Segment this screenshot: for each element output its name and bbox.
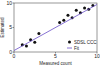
plot-frame bbox=[14, 3, 97, 52]
point bbox=[25, 45, 28, 48]
point bbox=[66, 14, 69, 17]
point bbox=[33, 41, 36, 44]
y-tick bbox=[13, 27, 15, 28]
legend-label: SDSL CCC bbox=[74, 40, 97, 45]
fit-line bbox=[14, 4, 97, 50]
x-tick-label: 5 bbox=[54, 53, 57, 59]
x-tick-label: 0 bbox=[13, 53, 16, 59]
y-tick bbox=[13, 52, 15, 53]
point bbox=[83, 6, 86, 9]
plot-marks bbox=[14, 4, 97, 51]
point bbox=[75, 9, 78, 12]
y-tick-label: 10 bbox=[6, 0, 12, 6]
legend: SDSL CCCFit bbox=[67, 40, 97, 51]
y-tick-label: 5 bbox=[9, 24, 12, 30]
legend-swatch bbox=[68, 41, 71, 44]
point bbox=[37, 32, 40, 35]
point bbox=[58, 21, 61, 24]
x-axis-label: Measured count bbox=[39, 61, 72, 66]
point bbox=[62, 19, 65, 22]
chart-root: 0 5 10 0 5 10 Measured count Estimated SDSL CCCF… bbox=[0, 0, 100, 66]
legend-swatch bbox=[67, 48, 72, 49]
chart: 0 5 10 0 5 10 Measured count Estimated SDSL CCCF… bbox=[0, 0, 100, 66]
y-tick bbox=[13, 3, 15, 4]
legend-label: Fit bbox=[74, 46, 80, 51]
y-axis-label: Estimated bbox=[0, 17, 5, 38]
x-tick-label: 10 bbox=[94, 53, 100, 59]
y-tick-label: 0 bbox=[9, 49, 12, 55]
